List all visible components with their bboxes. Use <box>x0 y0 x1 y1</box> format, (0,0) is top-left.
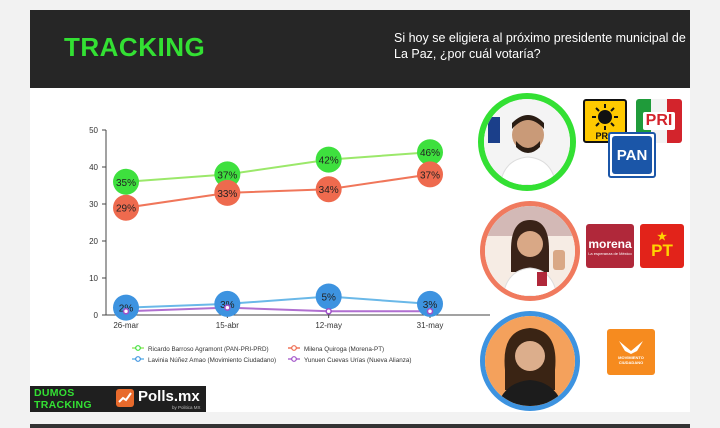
svg-text:PRD: PRD <box>595 131 615 141</box>
data-label: 42% <box>319 156 339 167</box>
legend-label: Milena Quiroga (Morena-PT) <box>304 346 384 353</box>
y-tick-label: 10 <box>89 274 98 283</box>
x-tick-label: 12-may <box>315 321 342 330</box>
series-line-0 <box>125 151 431 183</box>
dumos-logo-line2: TRACKING <box>34 399 92 411</box>
y-tick-label: 0 <box>94 311 99 320</box>
morena-slogan: La esperanza de México <box>588 250 632 256</box>
polls-logo-text: Polls.mx <box>138 388 200 405</box>
dumos-logo-line1: DUMOS <box>34 387 75 399</box>
candidate-photo-nunez <box>480 311 580 411</box>
person-icon <box>485 316 575 406</box>
eagle-icon <box>619 341 643 354</box>
pan-label: PAN <box>612 136 652 174</box>
candidate-photo-barroso <box>478 93 576 191</box>
data-label: 34% <box>319 185 339 196</box>
page-title: TRACKING <box>64 32 206 62</box>
y-tick-label: 50 <box>89 126 98 135</box>
data-label: 5% <box>321 293 336 304</box>
data-point-bubble <box>315 176 342 203</box>
tracking-line-chart: 0 10 20 30 40 50 26-mar 15-abr 12-may 31-may 35% 37… <box>89 126 490 364</box>
legend-swatch-marker <box>291 356 297 362</box>
polls-chart-icon <box>116 389 134 407</box>
data-label: 46% <box>420 148 440 159</box>
data-point-bubble <box>417 161 443 188</box>
data-point <box>122 308 130 315</box>
x-tick-label: 15-abr <box>216 321 239 330</box>
x-tick-label: 31-may <box>417 321 444 330</box>
legend-swatch-marker <box>291 345 297 351</box>
data-label: 3% <box>423 300 438 311</box>
pri-label: PRI <box>642 112 676 130</box>
data-point-bubble <box>315 283 342 310</box>
polls-logo-sub: by Politica MX <box>172 405 201 410</box>
person-icon <box>484 99 570 185</box>
data-point <box>224 304 231 311</box>
data-point-bubble <box>113 194 139 221</box>
data-point <box>325 308 332 315</box>
data-point-bubble <box>417 139 443 166</box>
series-line-2 <box>125 295 431 309</box>
data-point-bubble <box>113 168 139 195</box>
x-tick-label: 26-mar <box>113 321 139 330</box>
mc-label: MOVIMIENTO CIUDADANO <box>618 355 644 365</box>
series-line-3 <box>125 306 430 313</box>
morena-label: morena <box>588 236 632 251</box>
data-point-bubble <box>214 161 241 188</box>
person-icon <box>485 206 575 296</box>
data-point-bubble <box>113 294 139 321</box>
y-tick-label: 20 <box>89 237 98 246</box>
party-logo-pri: PRI <box>636 99 682 143</box>
polls-mx-logo: Polls.mx by Politica MX <box>114 386 206 412</box>
y-tick-label: 40 <box>89 163 98 172</box>
dumos-tracking-logo: DUMOS TRACKING <box>30 386 114 412</box>
data-point-bubble <box>214 290 241 317</box>
party-logo-pan: PAN <box>608 132 656 178</box>
legend-swatch-marker <box>135 345 141 351</box>
legend-label: Ricardo Barroso Agramont (PAN-PRI-PRD) <box>148 346 269 353</box>
legend-swatch-marker <box>135 356 141 362</box>
y-tick-label: 30 <box>89 200 98 209</box>
data-point-bubble <box>417 290 443 317</box>
data-point-bubble <box>315 146 342 173</box>
data-label: 29% <box>116 204 136 215</box>
sun-icon: PRD <box>592 104 618 141</box>
survey-question: Si hoy se eligiera al próximo presidente… <box>394 31 686 61</box>
data-point <box>426 308 434 315</box>
bottom-bar <box>30 424 690 428</box>
legend-label: Yunuen Cuevas Urías (Nueva Alianza) <box>304 357 411 364</box>
legend-label: Lavinia Núñez Amao (Movimiento Ciudadano… <box>148 357 276 364</box>
data-point-bubble <box>214 179 241 206</box>
series-line-1 <box>125 173 431 209</box>
header-bar: TRACKING Si hoy se eligiera al próximo p… <box>30 10 690 88</box>
data-label: 33% <box>217 189 237 200</box>
party-logo-pt: ★ PT <box>640 224 684 268</box>
data-label: 37% <box>217 170 237 181</box>
data-label: 35% <box>116 178 136 189</box>
pt-label: PT <box>651 241 673 260</box>
candidate-photo-quiroga <box>480 201 580 301</box>
star-icon: ★ <box>657 231 667 243</box>
party-logo-morena: morena La esperanza de México <box>586 224 634 268</box>
data-label: 37% <box>420 170 440 181</box>
party-logo-movimiento-ciudadano: MOVIMIENTO CIUDADANO <box>607 329 655 375</box>
infographic-card: TRACKING Si hoy se eligiera al próximo p… <box>30 10 690 412</box>
